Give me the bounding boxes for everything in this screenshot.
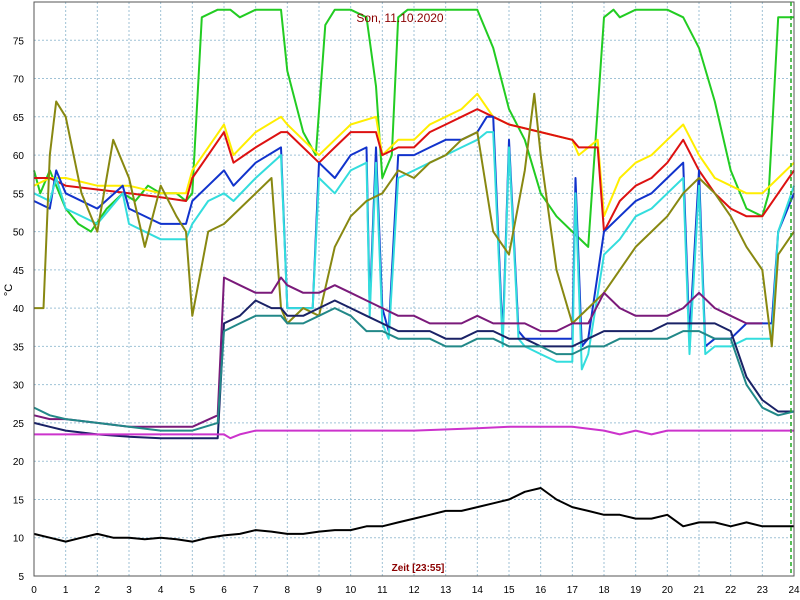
y-axis-label: °C bbox=[3, 284, 15, 296]
plot-frame bbox=[33, 1, 795, 577]
y-tick-label: 45 bbox=[13, 266, 25, 277]
x-tick-label: 22 bbox=[725, 585, 737, 596]
y-tick-labels: 5 10 15 20 25 30 35 40 45 50 55 60 65 70 75 bbox=[13, 36, 25, 583]
x-tick-label: 19 bbox=[630, 585, 642, 596]
x-tick-label: 2 bbox=[95, 585, 101, 596]
x-tick-label: 1 bbox=[63, 585, 69, 596]
series-line-1 bbox=[33, 8, 794, 248]
x-tick-labels: 0 1 2 3 4 5 6 7 8 9 10 11 12 13 14 15 16 17 18 19 20 21 22 23 24 bbox=[31, 585, 800, 596]
x-tick-label: 5 bbox=[190, 585, 196, 596]
y-tick-label: 70 bbox=[13, 75, 25, 86]
series-line-11 bbox=[33, 487, 794, 543]
series-line-3 bbox=[34, 108, 795, 233]
y-tick-label: 40 bbox=[13, 304, 25, 315]
series-lines bbox=[33, 8, 795, 543]
series-line-6 bbox=[34, 92, 795, 348]
x-tick-label: 11 bbox=[377, 585, 388, 596]
x-tick-label: 3 bbox=[126, 585, 132, 596]
y-tick-label: 25 bbox=[13, 419, 25, 430]
chart-title: Son, 11.10.2020 bbox=[356, 11, 444, 25]
series-line-7 bbox=[33, 276, 763, 428]
y-tick-label: 15 bbox=[13, 495, 25, 506]
x-tick-label: 9 bbox=[316, 585, 322, 596]
x-tick-label: 20 bbox=[662, 585, 674, 596]
x-tick-label: 23 bbox=[757, 585, 769, 596]
series-line-9 bbox=[33, 307, 795, 432]
grid bbox=[34, 2, 794, 577]
series-line-5 bbox=[33, 131, 795, 371]
x-tick-label: 6 bbox=[221, 585, 227, 596]
y-tick-label: 10 bbox=[13, 534, 25, 545]
y-tick-label: 35 bbox=[13, 342, 25, 353]
y-tick-label: 75 bbox=[13, 36, 25, 47]
series-line-10 bbox=[34, 425, 794, 440]
series-line-2 bbox=[33, 92, 795, 218]
y-tick-label: 5 bbox=[18, 572, 24, 583]
x-tick-label: 13 bbox=[440, 585, 452, 596]
y-tick-label: 20 bbox=[13, 457, 25, 468]
x-axis-label: Zeit [23:55] bbox=[392, 563, 445, 574]
x-tick-label: 24 bbox=[788, 585, 800, 596]
x-tick-label: 16 bbox=[535, 585, 547, 596]
x-tick-label: 10 bbox=[345, 585, 357, 596]
y-tick-label: 50 bbox=[13, 228, 25, 239]
series-line-8 bbox=[33, 299, 794, 440]
x-tick-label: 7 bbox=[253, 585, 259, 596]
y-tick-label: 55 bbox=[13, 189, 25, 200]
y-tick-label: 65 bbox=[13, 113, 25, 124]
x-tick-label: 14 bbox=[472, 585, 484, 596]
y-tick-label: 60 bbox=[13, 151, 25, 162]
x-tick-label: 15 bbox=[503, 585, 515, 596]
x-tick-label: 17 bbox=[567, 585, 579, 596]
x-tick-label: 0 bbox=[31, 585, 37, 596]
x-tick-label: 12 bbox=[408, 585, 420, 596]
x-tick-label: 18 bbox=[598, 585, 610, 596]
x-tick-label: 4 bbox=[158, 585, 164, 596]
x-tick-label: 21 bbox=[693, 585, 705, 596]
x-tick-label: 8 bbox=[285, 585, 291, 596]
y-tick-label: 30 bbox=[13, 381, 25, 392]
